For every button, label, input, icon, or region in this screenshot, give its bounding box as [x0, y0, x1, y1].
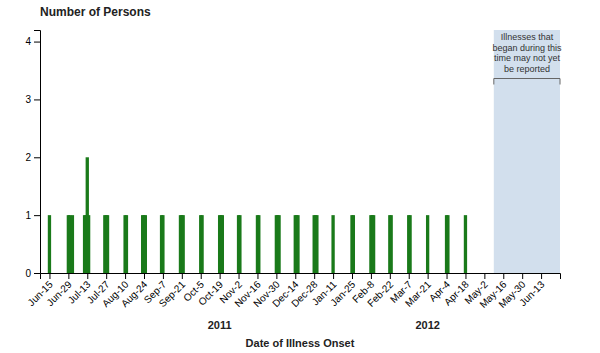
y-tick-label: 0 [25, 268, 31, 279]
year-label: 2012 [415, 319, 439, 331]
y-tick: 4 [25, 36, 40, 47]
bar [48, 215, 51, 273]
y-tick-mark [34, 273, 40, 274]
bar [446, 215, 449, 273]
bracket-line [494, 78, 560, 79]
x-tick-mark [68, 273, 69, 279]
x-tick-mark [276, 273, 277, 279]
x-tick-mark [295, 273, 296, 279]
x-tick-mark [182, 273, 183, 279]
y-tick-mark [34, 42, 40, 43]
bar [352, 215, 355, 273]
x-tick-mark [220, 273, 221, 279]
y-tick-mark [34, 157, 40, 158]
x-tick-mark [106, 273, 107, 279]
x-tick: Mar-21 [403, 273, 433, 309]
x-tick-mark [125, 273, 126, 279]
bar [372, 215, 375, 273]
bracket-tick [560, 79, 561, 85]
bar [182, 215, 185, 273]
bar [464, 215, 467, 273]
bar [125, 215, 128, 273]
x-tick-mark [144, 273, 145, 279]
bar [238, 215, 241, 273]
x-axis-line [41, 274, 561, 280]
bar [144, 215, 147, 273]
y-tick-label: 4 [25, 36, 31, 47]
x-tick-mark [541, 273, 542, 279]
x-tick-mark [390, 273, 391, 279]
bar [257, 215, 260, 273]
x-tick-label: Jun-13 [517, 278, 547, 308]
y-axis-line [34, 31, 41, 274]
x-tick-mark [163, 273, 164, 279]
bracket-tick [493, 79, 494, 85]
annotation-text: Illnesses thatbegan during thistime may … [492, 32, 562, 74]
bar [200, 215, 203, 273]
title: Number of Persons [40, 5, 151, 19]
year-label: 2011 [208, 319, 232, 331]
y-tick-mark [34, 99, 40, 100]
bar [390, 215, 393, 273]
y-tick: 0 [25, 268, 40, 279]
annotation-line: Illnesses that [501, 32, 554, 42]
bar [87, 215, 90, 273]
x-tick-mark [239, 273, 240, 279]
x-tick-mark [201, 273, 202, 279]
x-tick-mark [87, 273, 88, 279]
x-tick-mark [447, 273, 448, 279]
plot-area [48, 30, 560, 273]
x-axis-title: Date of Illness Onset [246, 337, 355, 349]
x-tick-mark [352, 273, 353, 279]
chart-svg: 0 1 2 3 4 Jun-15Jun-29Jul-13Jul-27Aug-10Aug-2… [0, 0, 600, 353]
x-tick-mark [371, 273, 372, 279]
shaded-region [494, 30, 560, 273]
bar [71, 215, 74, 273]
x-tick-mark [49, 273, 50, 279]
x-tick-mark [314, 273, 315, 279]
y-tick: 2 [25, 152, 40, 163]
x-tick-mark [503, 273, 504, 279]
y-tick-label: 3 [25, 94, 31, 105]
bar [106, 215, 109, 273]
x-tick: Jan-25 [328, 273, 358, 308]
annotation-line: time may not yet [494, 53, 561, 63]
x-axis: Jun-15Jun-29Jul-13Jul-27Aug-10Aug-24Sep-… [26, 273, 561, 310]
bar [277, 215, 280, 273]
annotation-line: began during this [492, 43, 562, 53]
bar [161, 215, 164, 273]
y-tick-label: 2 [25, 152, 31, 163]
x-tick-mark [428, 273, 429, 279]
x-tick-mark [257, 273, 258, 279]
y-tick-mark [34, 215, 40, 216]
x-tick: Sep-21 [157, 273, 188, 309]
x-tick: Aug-24 [119, 273, 150, 309]
bar [426, 215, 429, 273]
bar [296, 215, 299, 273]
y-axis: 0 1 2 3 4 [25, 31, 40, 279]
y-tick: 3 [25, 94, 40, 105]
annotation-bracket [494, 79, 560, 85]
bar [221, 215, 224, 273]
x-tick-mark [465, 273, 466, 279]
x-tick-mark [409, 273, 410, 279]
x-tick: Feb-22 [365, 273, 395, 309]
x-tick-mark [484, 273, 485, 279]
x-tick-mark [333, 273, 334, 279]
bar [408, 215, 411, 273]
bar [331, 215, 334, 273]
plot: 0 1 2 3 4 Jun-15Jun-29Jul-13Jul-27Aug-10Aug-2… [25, 5, 561, 349]
y-tick: 1 [25, 210, 40, 221]
y-tick-label: 1 [25, 210, 31, 221]
annotation-line: be reported [504, 64, 550, 74]
bar [315, 215, 318, 273]
chart-container: 0 1 2 3 4 Jun-15Jun-29Jul-13Jul-27Aug-10Aug-2… [0, 0, 600, 353]
x-tick-mark [522, 273, 523, 279]
x-tick: Jun-13 [517, 273, 547, 308]
